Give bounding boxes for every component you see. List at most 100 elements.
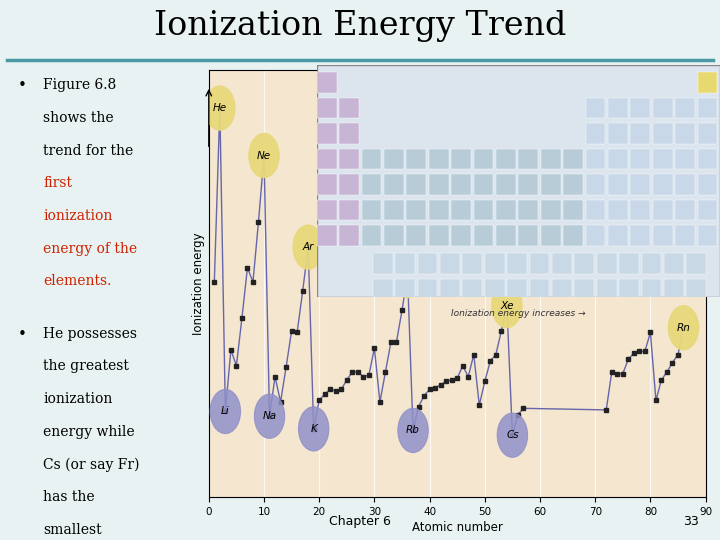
Text: He possesses: He possesses bbox=[43, 327, 138, 341]
Text: Xe: Xe bbox=[500, 301, 513, 310]
Bar bbox=[653, 174, 672, 195]
Bar bbox=[541, 226, 560, 246]
Bar bbox=[631, 174, 650, 195]
Text: ionization: ionization bbox=[43, 209, 113, 223]
Text: Cs: Cs bbox=[506, 430, 518, 440]
Bar bbox=[642, 253, 661, 274]
Bar bbox=[451, 200, 471, 220]
Text: Chapter 6: Chapter 6 bbox=[329, 515, 391, 528]
Ellipse shape bbox=[668, 306, 698, 350]
Bar bbox=[597, 279, 616, 299]
Bar bbox=[563, 200, 583, 220]
Bar bbox=[317, 200, 336, 220]
Bar bbox=[406, 200, 426, 220]
Bar bbox=[653, 226, 672, 246]
Bar bbox=[395, 253, 415, 274]
Text: Ionization Energy Trend: Ionization Energy Trend bbox=[154, 10, 566, 42]
Bar bbox=[698, 98, 717, 118]
Text: Ionization energy increases →: Ionization energy increases → bbox=[451, 309, 585, 318]
Bar bbox=[518, 149, 538, 170]
Bar bbox=[631, 226, 650, 246]
Bar bbox=[631, 98, 650, 118]
Bar bbox=[395, 279, 415, 299]
Bar bbox=[339, 123, 359, 144]
Bar bbox=[675, 149, 695, 170]
Y-axis label: Ionization energy: Ionization energy bbox=[192, 232, 204, 335]
Ellipse shape bbox=[293, 225, 323, 269]
Bar bbox=[585, 98, 606, 118]
Bar bbox=[406, 226, 426, 246]
Text: Li: Li bbox=[221, 407, 230, 416]
Bar bbox=[361, 200, 382, 220]
Bar bbox=[597, 253, 616, 274]
Text: smallest: smallest bbox=[43, 523, 102, 537]
Bar bbox=[361, 226, 382, 246]
Bar bbox=[575, 253, 594, 274]
Bar bbox=[507, 279, 527, 299]
Bar bbox=[451, 149, 471, 170]
Text: Rn: Rn bbox=[677, 323, 690, 333]
Ellipse shape bbox=[210, 389, 240, 434]
Bar bbox=[541, 200, 560, 220]
Bar bbox=[563, 226, 583, 246]
Bar bbox=[698, 72, 717, 93]
Bar bbox=[563, 174, 583, 195]
Bar bbox=[373, 279, 392, 299]
Bar bbox=[339, 200, 359, 220]
Bar bbox=[675, 123, 695, 144]
Bar bbox=[474, 149, 493, 170]
Bar bbox=[585, 226, 606, 246]
Bar bbox=[619, 279, 639, 299]
Bar bbox=[686, 279, 706, 299]
Text: Cs (or say Fr): Cs (or say Fr) bbox=[43, 457, 140, 471]
Ellipse shape bbox=[254, 394, 284, 438]
Bar bbox=[507, 253, 527, 274]
Bar bbox=[474, 174, 493, 195]
Bar bbox=[675, 200, 695, 220]
Text: Na: Na bbox=[263, 411, 276, 421]
Bar bbox=[585, 123, 606, 144]
Ellipse shape bbox=[299, 407, 329, 451]
Bar bbox=[462, 279, 482, 299]
Text: energy while: energy while bbox=[43, 424, 135, 438]
Bar bbox=[451, 226, 471, 246]
Bar bbox=[530, 279, 549, 299]
Bar bbox=[608, 123, 628, 144]
Bar bbox=[317, 72, 336, 93]
Bar bbox=[339, 174, 359, 195]
Text: K: K bbox=[310, 424, 317, 434]
Bar bbox=[664, 279, 684, 299]
Text: Kr: Kr bbox=[402, 271, 413, 281]
Bar bbox=[373, 253, 392, 274]
Bar bbox=[664, 253, 684, 274]
Bar bbox=[339, 226, 359, 246]
Bar bbox=[429, 200, 449, 220]
Ellipse shape bbox=[398, 408, 428, 453]
Bar bbox=[429, 149, 449, 170]
Text: Rb: Rb bbox=[406, 426, 420, 435]
Bar bbox=[608, 149, 628, 170]
Bar bbox=[563, 149, 583, 170]
Bar bbox=[675, 226, 695, 246]
Bar bbox=[631, 149, 650, 170]
Bar bbox=[462, 253, 482, 274]
Bar bbox=[317, 149, 336, 170]
Bar bbox=[339, 98, 359, 118]
Text: Ar: Ar bbox=[302, 242, 314, 252]
Bar bbox=[608, 226, 628, 246]
Bar bbox=[585, 149, 606, 170]
Bar bbox=[552, 253, 572, 274]
Bar bbox=[339, 149, 359, 170]
Bar bbox=[440, 253, 459, 274]
Bar bbox=[485, 279, 505, 299]
Bar bbox=[518, 174, 538, 195]
Bar bbox=[384, 149, 404, 170]
Text: first: first bbox=[43, 177, 73, 191]
Bar bbox=[653, 98, 672, 118]
Bar bbox=[541, 149, 560, 170]
Bar bbox=[384, 226, 404, 246]
Bar bbox=[698, 226, 717, 246]
Bar bbox=[474, 200, 493, 220]
Bar bbox=[496, 226, 516, 246]
Bar bbox=[686, 253, 706, 274]
